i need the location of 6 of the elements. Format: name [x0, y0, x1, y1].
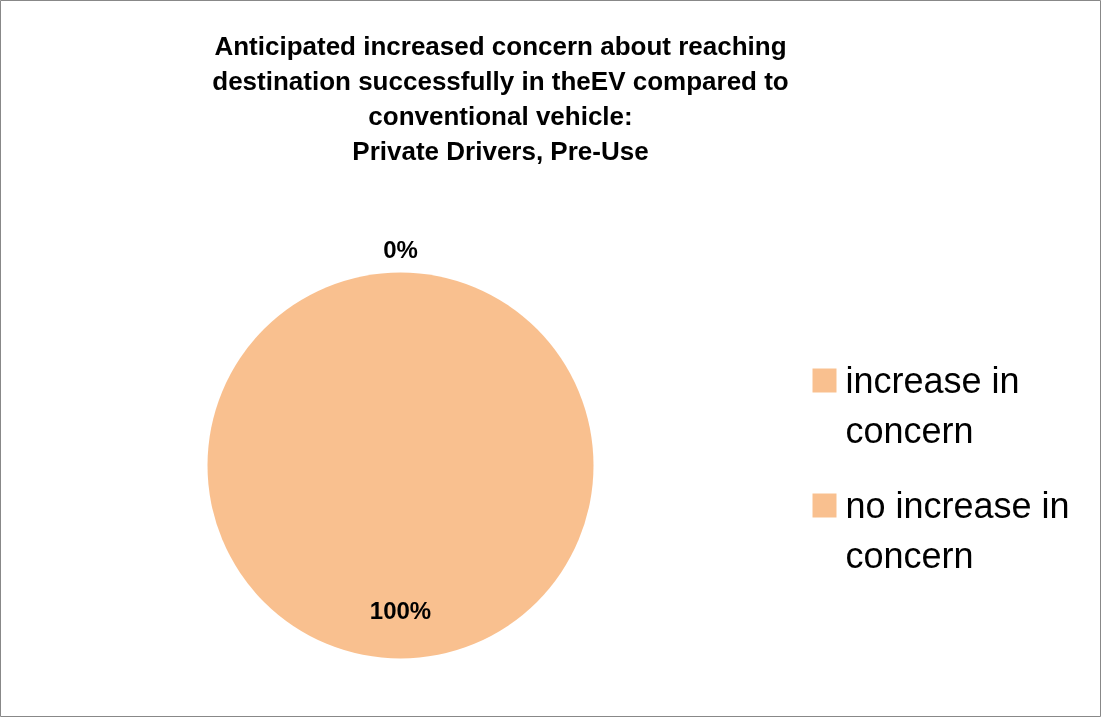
legend-label: no increase in concern [845, 485, 1070, 576]
legend-label: increase in concern [845, 360, 1020, 451]
chart-title: Anticipated increased concern about reaching destination successfully in theEV compared to conventional vehicle: [212, 30, 789, 131]
text: 0% [383, 235, 418, 263]
chart-subtitle: Private Drivers, Pre-Use [352, 135, 649, 166]
data-label: 100% [369, 596, 432, 624]
